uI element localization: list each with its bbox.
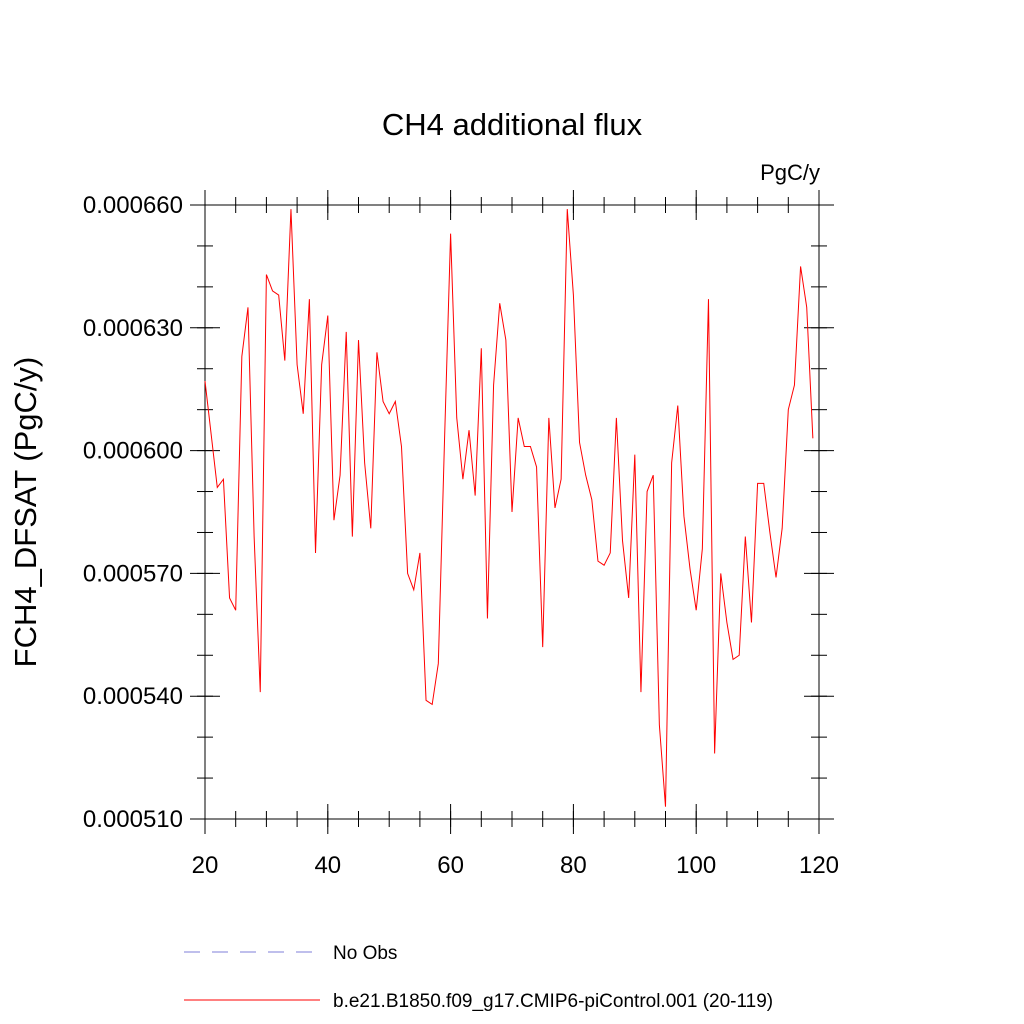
y-tick-label: 0.000630 xyxy=(83,315,183,342)
x-tick-label: 120 xyxy=(799,852,839,879)
tick-labels: 0.000510 0.000540 0.000570 0.000600 0.000630… xyxy=(83,192,839,879)
series-line xyxy=(204,209,814,807)
x-tick-label: 100 xyxy=(676,852,716,879)
y-tick-label: 0.000660 xyxy=(83,192,183,219)
x-tick-label: 40 xyxy=(314,852,341,879)
axis-ticks xyxy=(190,190,834,834)
y-tick-label: 0.000540 xyxy=(83,683,183,710)
y-tick-label: 0.000510 xyxy=(83,806,183,833)
y-tick-label: 0.000570 xyxy=(83,560,183,587)
x-tick-label: 60 xyxy=(437,852,464,879)
units-label: PgC/y xyxy=(760,160,820,185)
y-axis-label: FCH4_DFSAT (PgC/y) xyxy=(8,357,43,668)
legend: No Obs b.e21.B1850.f09_g17.CMIP6-piContro… xyxy=(184,943,773,1012)
x-tick-label: 80 xyxy=(560,852,587,879)
legend-label: b.e21.B1850.f09_g17.CMIP6-piControl.001 … xyxy=(333,991,773,1012)
legend-label: No Obs xyxy=(333,943,397,964)
plot-area xyxy=(204,209,814,807)
y-tick-label: 0.000600 xyxy=(83,438,183,465)
chart-title: CH4 additional flux xyxy=(382,107,643,142)
x-tick-label: 20 xyxy=(192,852,219,879)
